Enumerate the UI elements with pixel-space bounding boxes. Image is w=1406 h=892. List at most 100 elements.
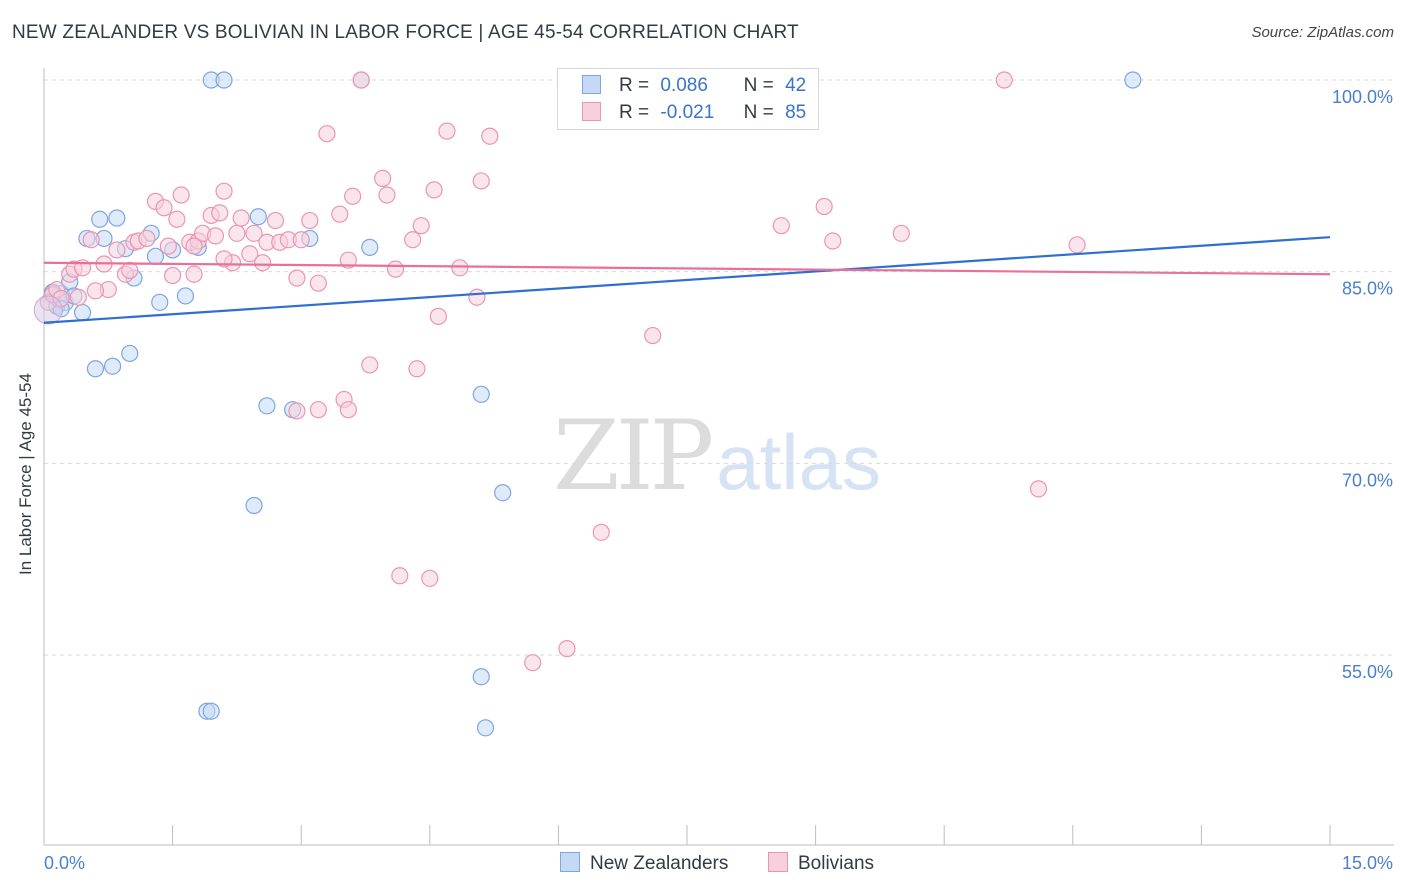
new-zealanders-point (1124, 71, 1142, 89)
bolivians-point (318, 125, 336, 143)
bolivians-point (391, 567, 409, 585)
bolivians-point (121, 261, 139, 279)
legend-swatch-pink (582, 102, 601, 121)
legend-r-value: -0.021 (660, 102, 715, 123)
bottom-legend-bolivians: Bolivians (768, 852, 874, 875)
bolivians-point (438, 122, 456, 140)
bolivians-point (309, 401, 327, 419)
bolivians-point (404, 231, 422, 249)
new-zealanders-point (73, 303, 92, 322)
x-tick-label: 15.0% (1342, 853, 1393, 873)
tick-labels: 100.0% 85.0% 70.0% 55.0% 0.0% 15.0% (44, 87, 1393, 873)
bolivians-point (429, 307, 447, 325)
bolivians-point (892, 224, 910, 242)
bolivians-point (206, 227, 225, 245)
new-zealanders-point (121, 344, 139, 363)
bolivians-point (108, 241, 126, 259)
legend-row-new-zealanders: R = 0.086 N = 42 (582, 75, 806, 101)
bolivians-point (451, 259, 469, 277)
bolivians-point (69, 288, 87, 306)
new-zealanders-point (245, 496, 263, 515)
bolivians-point (211, 204, 229, 222)
legend-row-bolivians: R = -0.021 N = 85 (582, 102, 806, 128)
new-zealanders-point (472, 385, 490, 403)
overlap-point (33, 295, 63, 325)
bolivians-point (425, 181, 443, 199)
trend-lines (43, 236, 1331, 324)
new-zealanders-point (476, 719, 495, 737)
bolivians-point (309, 274, 327, 292)
bolivians-point (155, 199, 173, 217)
legend-r-label: R = (619, 102, 650, 123)
bolivians-point (374, 169, 392, 187)
bolivians-point (172, 186, 190, 204)
bolivians-point (558, 640, 576, 658)
new-zealanders-point (108, 209, 126, 227)
bolivians-point (232, 209, 250, 227)
bolivians-point (995, 71, 1013, 89)
bolivians-point (292, 231, 310, 249)
bolivians-point (592, 523, 610, 541)
bolivians-point (468, 288, 486, 306)
bolivians-point (86, 282, 105, 300)
bolivians-point (241, 245, 259, 263)
bolivians-point (361, 356, 379, 374)
legend-swatch-blue (582, 75, 601, 94)
new-zealanders-trend-line (43, 236, 1331, 324)
legend-r-label: R = (619, 75, 650, 96)
new-zealanders-point (103, 357, 122, 375)
y-tick-label: 70.0% (1342, 470, 1393, 490)
bolivians-point (408, 360, 426, 378)
bolivians-point (339, 251, 357, 269)
bolivians-point (185, 265, 203, 283)
bolivians-point (352, 71, 370, 89)
bolivians-trend-line (43, 261, 1331, 276)
legend-n-value: 85 (785, 102, 807, 123)
x-tick-label: 0.0% (44, 853, 85, 873)
bolivians-point (288, 269, 306, 287)
bolivians-point (215, 182, 233, 200)
bolivians-point (378, 186, 396, 204)
new-zealanders-points (43, 71, 1142, 737)
bottom-legend-swatch-pink (768, 852, 788, 872)
new-zealanders-point (146, 247, 165, 265)
new-zealanders-point (91, 210, 109, 228)
axes (43, 68, 1394, 846)
y-tick-label: 85.0% (1342, 279, 1393, 299)
new-zealanders-point (258, 397, 276, 415)
bolivians-point (472, 172, 490, 190)
new-zealanders-point (176, 287, 195, 305)
bolivians-point (82, 231, 100, 249)
new-zealanders-point (249, 208, 267, 226)
bolivians-point (245, 224, 263, 242)
legend-n-value: 42 (785, 75, 807, 96)
legend-n-label: N = (743, 75, 774, 96)
new-zealanders-point (86, 360, 105, 378)
new-zealanders-point (151, 293, 169, 311)
grid-lines (44, 79, 1394, 656)
bolivians-point (185, 237, 203, 255)
bolivians-point (772, 217, 790, 235)
source-label: Source: ZipAtlas.com (1251, 24, 1394, 41)
new-zealanders-point (472, 668, 490, 686)
bolivians-point (164, 266, 182, 285)
legend-r-value: 0.086 (660, 75, 708, 96)
bolivians-point (481, 127, 499, 145)
y-tick-label: 100.0% (1332, 87, 1393, 107)
bottom-legend-swatch-blue (560, 852, 580, 872)
bolivians-point (254, 254, 272, 272)
bolivians-points (33, 71, 1086, 672)
bolivians-point (266, 211, 285, 230)
bottom-legend-label: New Zealanders (590, 853, 729, 874)
bolivians-point (644, 326, 662, 345)
new-zealanders-point (215, 71, 233, 89)
bolivians-point (228, 224, 246, 242)
bolivians-point (815, 197, 833, 216)
bolivians-point (301, 211, 319, 230)
bolivians-point (215, 250, 233, 268)
bolivians-point (1029, 480, 1048, 498)
chart-title: NEW ZEALANDER VS BOLIVIAN IN LABOR FORCE… (12, 22, 799, 43)
bolivians-point (331, 205, 349, 223)
y-tick-label: 55.0% (1342, 662, 1393, 682)
